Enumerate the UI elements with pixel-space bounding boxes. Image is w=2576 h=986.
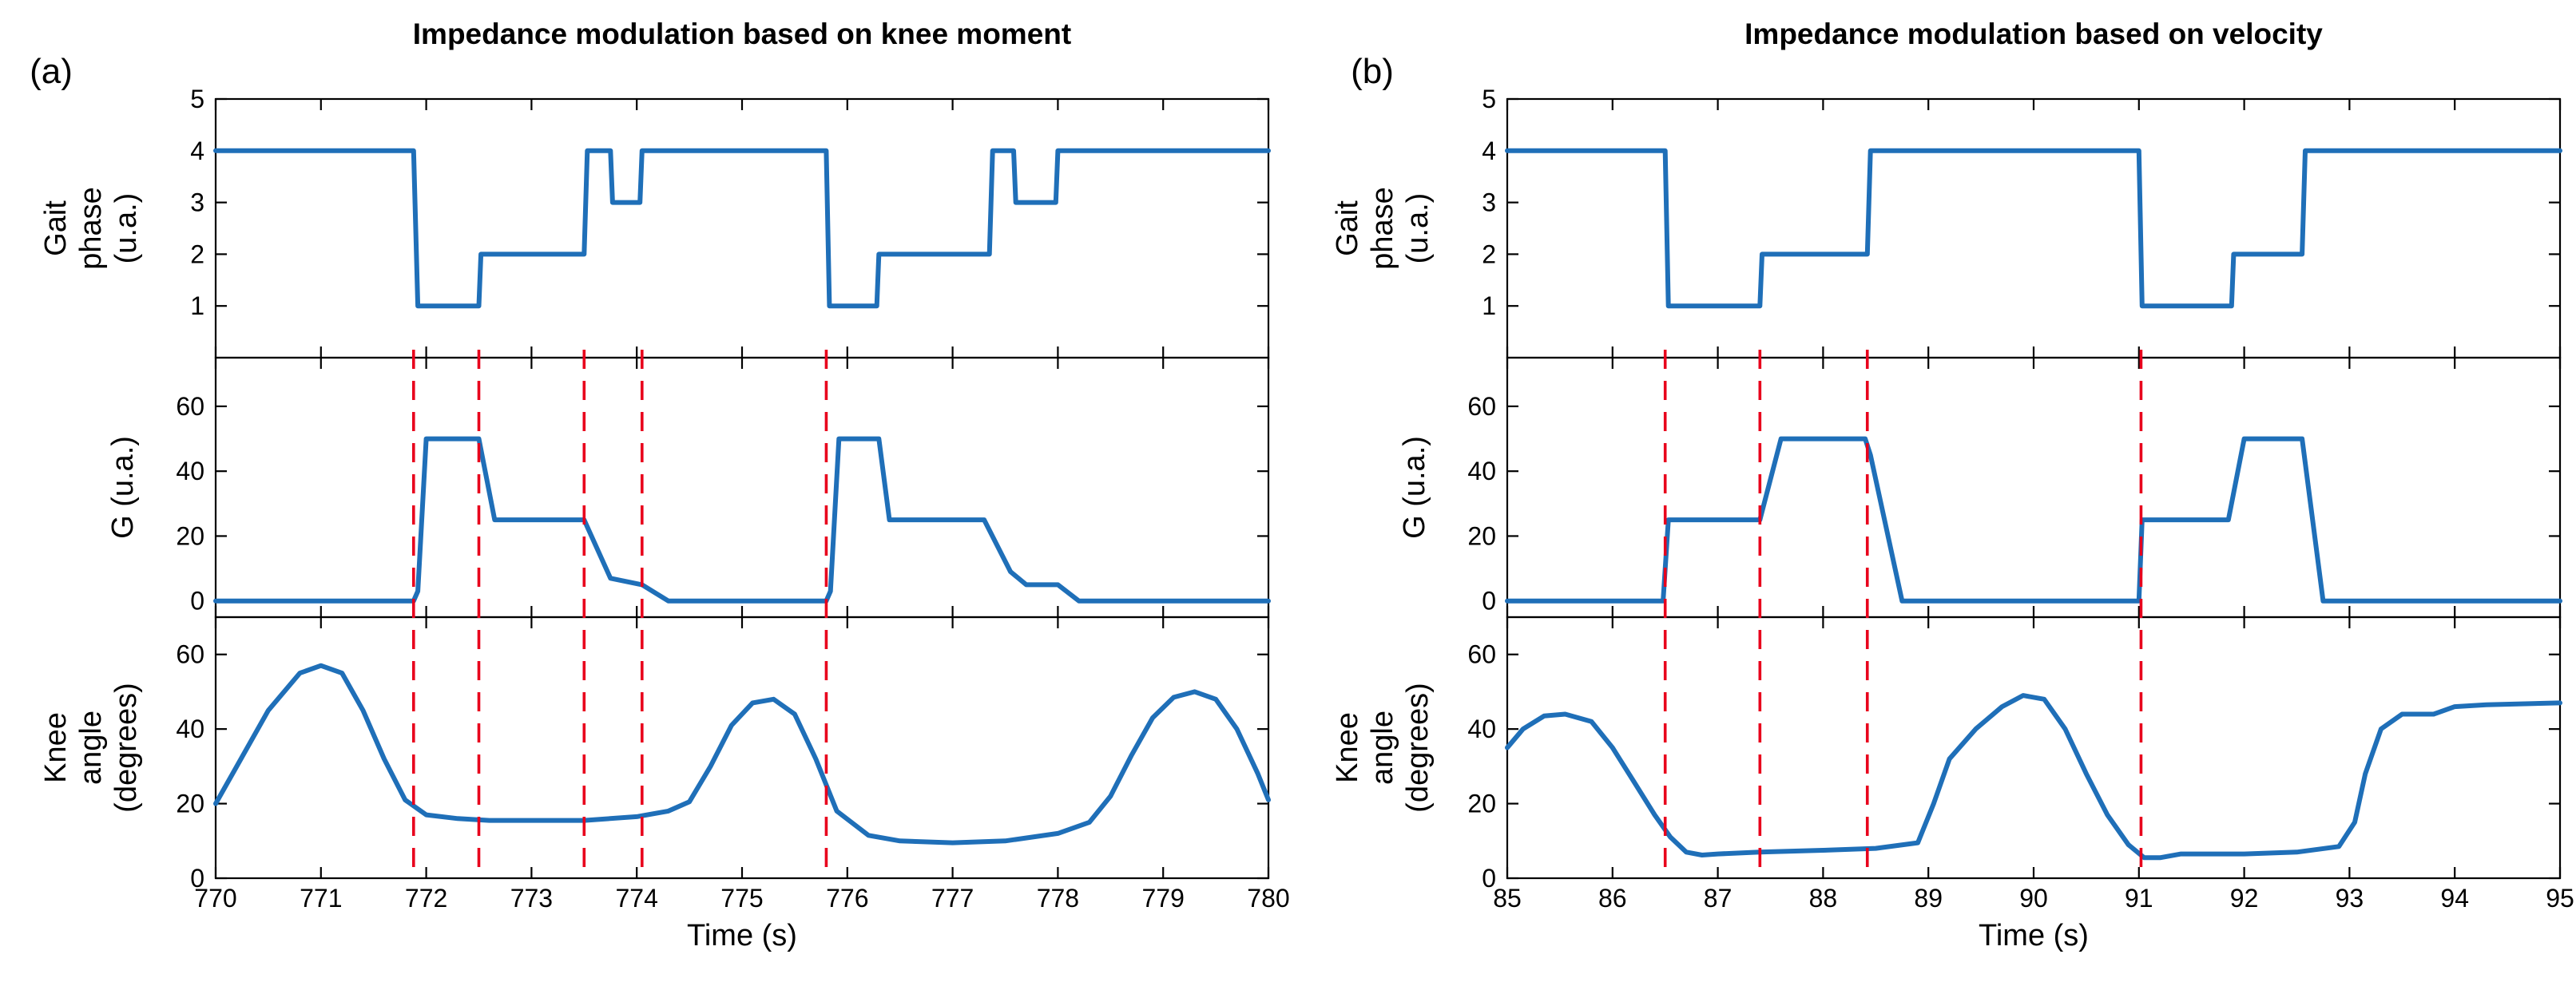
x-tick-label: 770 xyxy=(194,884,236,913)
y-tick-label: 40 xyxy=(1467,715,1496,743)
x-tick-label: 89 xyxy=(1914,884,1943,913)
x-tick-label: 85 xyxy=(1493,884,1522,913)
subplot-gait-phase: 1 2 3 4 5 Gait phase (u.a.) xyxy=(39,85,1271,359)
y-tick-label: 0 xyxy=(190,587,204,616)
subplot-g-gain: 0 20 40 60 G (u.a.) xyxy=(106,356,1271,619)
series-line-gait-phase xyxy=(1505,148,2562,309)
y-axis-title-line: G (u.a.) xyxy=(106,436,140,539)
x-tick-label: 780 xyxy=(1247,884,1289,913)
series-line-g xyxy=(213,436,1271,604)
x-tick-label: 94 xyxy=(2440,884,2469,913)
series-line-knee-angle xyxy=(213,663,1271,845)
y-axis-title-line: phase xyxy=(74,187,108,270)
y-axis-title-line: angle xyxy=(74,711,108,785)
y-tick-label: 2 xyxy=(1482,240,1496,268)
y-tick-label: 2 xyxy=(190,240,204,268)
x-tick-label: 779 xyxy=(1142,884,1185,913)
x-axis-title: Time (s) xyxy=(687,919,797,952)
x-tick-label: 773 xyxy=(510,884,553,913)
x-tick-label: 91 xyxy=(2125,884,2153,913)
y-tick-label: 4 xyxy=(1482,137,1496,165)
x-tick-label: 776 xyxy=(826,884,868,913)
x-axis-title: Time (s) xyxy=(1979,919,2089,952)
y-tick-label: 40 xyxy=(176,457,204,485)
y-axis-title-line: (degrees) xyxy=(1401,683,1435,813)
y-axis-title-line: (u.a.) xyxy=(109,193,143,264)
x-tick-label: 93 xyxy=(2336,884,2364,913)
y-axis-title-line: phase xyxy=(1366,187,1399,270)
series-line-knee-angle xyxy=(1505,693,2562,861)
y-tick-label: 0 xyxy=(1482,864,1496,893)
subplot-knee-angle: 0 20 40 60 Knee angle (degrees) xyxy=(39,616,1271,893)
series-line-gait-phase xyxy=(213,148,1271,309)
x-tick-label: 775 xyxy=(720,884,763,913)
y-tick-label: 60 xyxy=(176,392,204,421)
panel-b: (b) Impedance modulation based on velocit… xyxy=(1331,18,2574,952)
y-tick-label: 20 xyxy=(176,790,204,818)
series-line-g xyxy=(1505,436,2562,604)
subplot-knee-angle: 0 20 40 60 Knee angle (degrees) xyxy=(1331,616,2562,893)
y-tick-label: 20 xyxy=(176,521,204,550)
subplot-frame xyxy=(214,616,1270,880)
panel-label: (b) xyxy=(1351,52,1394,91)
y-tick-label: 3 xyxy=(190,188,204,217)
y-axis-title-line: Knee xyxy=(1331,712,1364,783)
subplot-g-gain: 0 20 40 60 G (u.a.) xyxy=(1398,356,2562,619)
x-tick-label: 771 xyxy=(300,884,342,913)
y-tick-label: 0 xyxy=(1482,587,1496,616)
y-tick-label: 20 xyxy=(1467,790,1496,818)
y-tick-label: 0 xyxy=(190,864,204,893)
y-axis-title-line: Knee xyxy=(39,712,73,783)
x-tick-label: 87 xyxy=(1704,884,1733,913)
y-axis-title-line: Gait xyxy=(39,200,73,256)
y-axis-title-line: Gait xyxy=(1331,200,1364,256)
y-tick-label: 3 xyxy=(1482,188,1496,217)
panel-label: (a) xyxy=(30,52,73,91)
x-tick-label: 95 xyxy=(2546,884,2574,913)
subplot-frame xyxy=(1506,616,2562,880)
y-axis-title-line: (degrees) xyxy=(109,683,143,813)
x-tick-label: 88 xyxy=(1809,884,1838,913)
x-tick-label: 772 xyxy=(405,884,447,913)
subplot-frame xyxy=(214,356,1270,619)
y-tick-label: 60 xyxy=(176,640,204,669)
y-tick-label: 40 xyxy=(176,715,204,743)
y-tick-label: 4 xyxy=(190,137,204,165)
panel-title: Impedance modulation based on velocity xyxy=(1744,18,2323,50)
subplot-frame xyxy=(214,97,1270,359)
x-tick-label: 778 xyxy=(1037,884,1079,913)
panel-a: (a) Impedance modulation based on knee mo… xyxy=(30,18,1290,952)
y-tick-label: 5 xyxy=(190,85,204,113)
y-axis-title-line: G (u.a.) xyxy=(1398,436,1431,539)
y-tick-label: 60 xyxy=(1467,640,1496,669)
panel-title: Impedance modulation based on knee momen… xyxy=(413,18,1071,50)
x-tick-label: 86 xyxy=(1598,884,1627,913)
y-tick-label: 1 xyxy=(190,291,204,320)
x-tick-label: 92 xyxy=(2230,884,2259,913)
y-tick-label: 40 xyxy=(1467,457,1496,485)
y-tick-label: 60 xyxy=(1467,392,1496,421)
x-tick-label: 90 xyxy=(2019,884,2048,913)
x-tick-label: 777 xyxy=(931,884,974,913)
y-tick-label: 20 xyxy=(1467,521,1496,550)
y-tick-label: 5 xyxy=(1482,85,1496,113)
y-axis-title-line: (u.a.) xyxy=(1401,193,1435,264)
y-tick-label: 1 xyxy=(1482,291,1496,320)
y-axis-title-line: angle xyxy=(1366,711,1399,785)
x-tick-label: 774 xyxy=(616,884,658,913)
subplot-gait-phase: 1 2 3 4 5 Gait phase (u.a.) xyxy=(1331,85,2562,359)
